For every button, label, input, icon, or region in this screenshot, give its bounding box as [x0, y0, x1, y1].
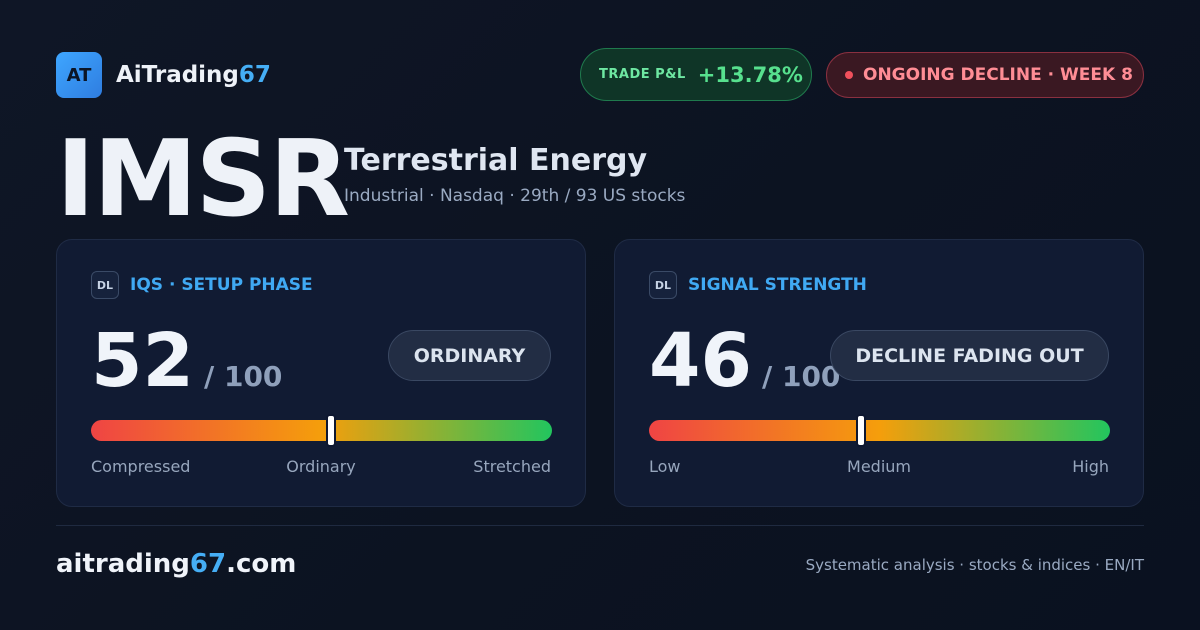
gauge-bar — [91, 414, 552, 447]
card-header: DL IQS · SETUP PHASE — [91, 271, 313, 299]
signal-tag: DECLINE FADING OUT — [830, 330, 1109, 381]
card-header: DL SIGNAL STRENGTH — [649, 271, 867, 299]
gauge-marker — [325, 414, 336, 447]
score-max: / 100 — [761, 360, 841, 393]
site-url-link[interactable]: aitrading67.com — [56, 549, 296, 579]
score-value: 52 — [91, 318, 194, 404]
scale-label-low: Low — [649, 457, 681, 476]
site-url-tld: .com — [226, 549, 297, 579]
status-dot-icon — [845, 71, 853, 79]
signal-strength-card: DL SIGNAL STRENGTH 46 / 100 DECLINE FADI… — [614, 239, 1144, 507]
score-max: / 100 — [203, 360, 283, 393]
scale-label-high: Stretched — [473, 457, 551, 476]
trend-status-badge: ONGOING DECLINE · WEEK 8 — [826, 52, 1144, 98]
card-title: IQS · SETUP PHASE — [130, 275, 313, 295]
stock-ticker: IMSR — [56, 118, 350, 240]
company-name: Terrestrial Energy — [344, 143, 648, 178]
score: 52 / 100 — [91, 318, 282, 404]
scale-label-high: High — [1072, 457, 1109, 476]
brand-logo: AT — [56, 52, 102, 98]
brand-name-accent: 67 — [238, 62, 271, 88]
card-badge: DL — [91, 271, 119, 299]
iqs-card: DL IQS · SETUP PHASE 52 / 100 ORDINARY C… — [56, 239, 586, 507]
trade-pnl-value: +13.78% — [697, 62, 803, 87]
gauge-marker — [856, 414, 867, 447]
gauge-bar — [649, 414, 1110, 447]
footer-divider — [56, 525, 1144, 526]
footer-tagline: Systematic analysis · stocks & indices ·… — [805, 556, 1144, 574]
card-title: SIGNAL STRENGTH — [688, 275, 867, 295]
scale-label-low: Compressed — [91, 457, 191, 476]
brand-name: AiTrading67 — [116, 62, 271, 88]
score-value: 46 — [649, 318, 752, 404]
trade-pnl-label: TRADE P&L — [599, 67, 686, 82]
trend-status-label: ONGOING DECLINE · WEEK 8 — [863, 65, 1133, 85]
phase-tag: ORDINARY — [388, 330, 551, 381]
scale-label-mid: Medium — [847, 457, 911, 476]
card-badge: DL — [649, 271, 677, 299]
stock-meta: Industrial · Nasdaq · 29th / 93 US stock… — [344, 186, 686, 206]
brand-name-main: AiTrading — [116, 62, 239, 88]
scale-label-mid: Ordinary — [286, 457, 356, 476]
trade-pnl-badge: TRADE P&L +13.78% — [580, 48, 812, 101]
site-url-main: aitrading — [56, 549, 190, 579]
score: 46 / 100 — [649, 318, 840, 404]
brand[interactable]: AT AiTrading67 — [56, 52, 271, 98]
site-url-accent: 67 — [189, 549, 227, 579]
